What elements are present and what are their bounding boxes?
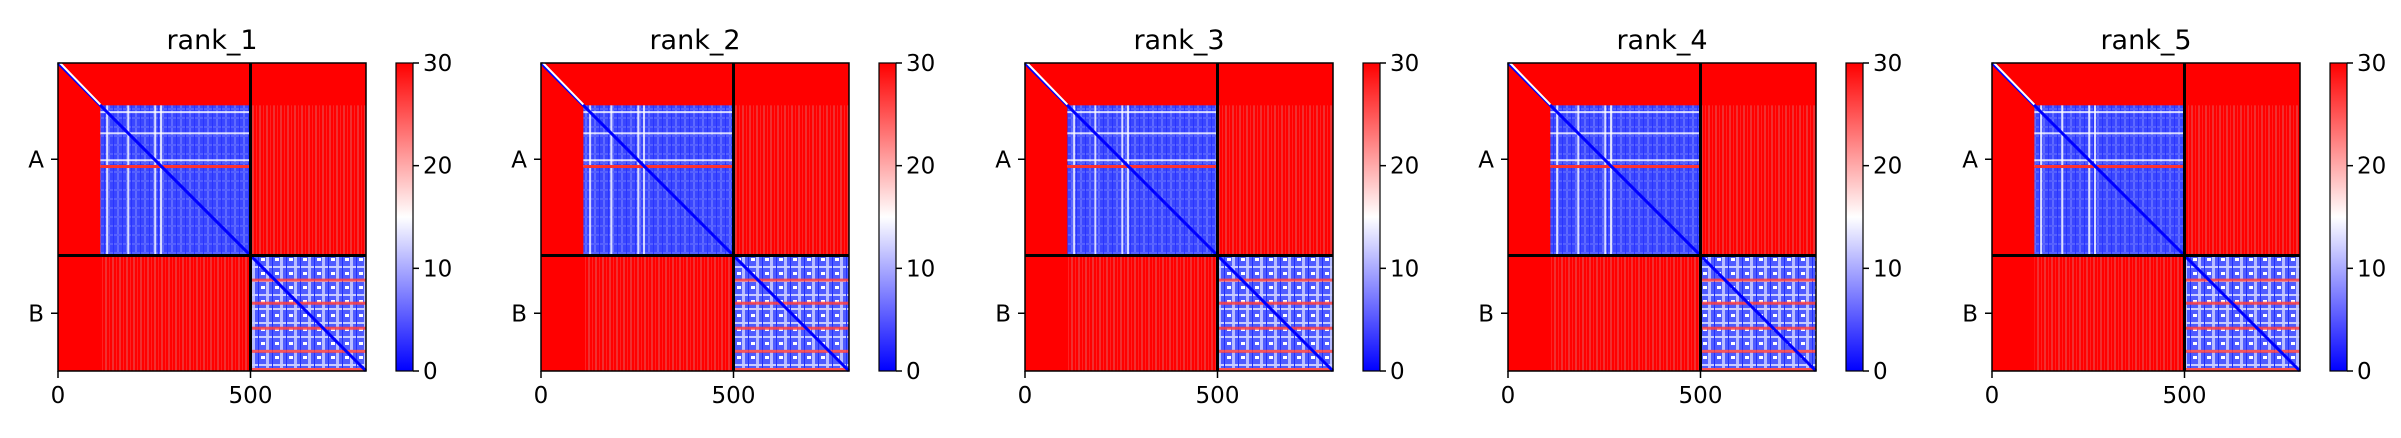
- colorbar-tick-label: 30: [1873, 51, 1902, 77]
- heatmap: [1990, 61, 2302, 373]
- panel-5: rank_5 0 500 A B 0 10 20 30: [1962, 25, 2386, 409]
- colorbar: [395, 62, 414, 372]
- x-tick-label: 500: [1196, 383, 1240, 409]
- colorbar-tick-label: 30: [423, 51, 452, 77]
- colorbar-tick-label: 0: [1390, 359, 1405, 385]
- colorbar: [1845, 62, 1864, 372]
- y-tick-label: A: [511, 147, 527, 173]
- panel-title: rank_4: [1616, 25, 1707, 56]
- colorbar: [878, 62, 897, 372]
- axes-frame: [57, 62, 367, 372]
- axes-frame: [1507, 62, 1817, 372]
- colorbar: [2329, 62, 2348, 372]
- heatmap: [1506, 61, 1818, 373]
- x-tick-label: 0: [534, 383, 549, 409]
- colorbar-tick-label: 30: [906, 51, 935, 77]
- panel-title: rank_5: [2100, 25, 2191, 56]
- y-tick-label: B: [1478, 301, 1494, 327]
- y-tick-label: B: [995, 301, 1011, 327]
- x-tick-label: 500: [229, 383, 273, 409]
- x-tick-label: 0: [51, 383, 66, 409]
- x-tick-label: 0: [1985, 383, 2000, 409]
- colorbar-tick-label: 20: [1390, 154, 1419, 180]
- colorbar-tick-label: 20: [906, 154, 935, 180]
- colorbar-tick-label: 10: [423, 256, 452, 282]
- colorbar-tick-label: 10: [2357, 256, 2386, 282]
- x-tick-label: 500: [712, 383, 756, 409]
- colorbar: [1362, 62, 1381, 372]
- axes-frame: [1991, 62, 2301, 372]
- y-tick-label: A: [1478, 147, 1494, 173]
- colorbar-tick-label: 10: [906, 256, 935, 282]
- panel-title: rank_1: [166, 25, 257, 56]
- y-tick-label: A: [28, 147, 44, 173]
- colorbar-tick-label: 0: [1873, 359, 1888, 385]
- colorbar-tick-label: 10: [1390, 256, 1419, 282]
- colorbar-tick-label: 30: [1390, 51, 1419, 77]
- panel-4: rank_4 0 500 A B 0 10 20 30: [1478, 25, 1902, 409]
- axes-frame: [540, 62, 850, 372]
- y-tick-label: A: [1962, 147, 1978, 173]
- y-tick-label: A: [995, 147, 1011, 173]
- x-tick-label: 500: [1679, 383, 1723, 409]
- colorbar-tick-label: 20: [423, 154, 452, 180]
- x-tick-label: 500: [2163, 383, 2207, 409]
- y-tick-label: B: [1962, 301, 1978, 327]
- colorbar-tick-label: 0: [906, 359, 921, 385]
- panel-1: rank_1 0 500 A B 0 10 20 30: [28, 25, 452, 409]
- x-tick-label: 0: [1018, 383, 1033, 409]
- y-tick-label: B: [28, 301, 44, 327]
- heatmap: [56, 61, 368, 373]
- panel-title: rank_2: [649, 25, 740, 56]
- panel-2: rank_2 0 500 A B 0 10 20 30: [511, 25, 935, 409]
- colorbar-tick-label: 30: [2357, 51, 2386, 77]
- colorbar-tick-label: 20: [2357, 154, 2386, 180]
- colorbar-tick-label: 10: [1873, 256, 1902, 282]
- heatmap: [539, 61, 851, 373]
- colorbar-tick-label: 0: [423, 359, 438, 385]
- axes-frame: [1024, 62, 1334, 372]
- y-tick-label: B: [511, 301, 527, 327]
- colorbar-tick-label: 20: [1873, 154, 1902, 180]
- panel-3: rank_3 0 500 A B 0 10 20 30: [995, 25, 1419, 409]
- colorbar-tick-label: 0: [2357, 359, 2372, 385]
- panel-title: rank_3: [1133, 25, 1224, 56]
- x-tick-label: 0: [1501, 383, 1516, 409]
- heatmap: [1023, 61, 1335, 373]
